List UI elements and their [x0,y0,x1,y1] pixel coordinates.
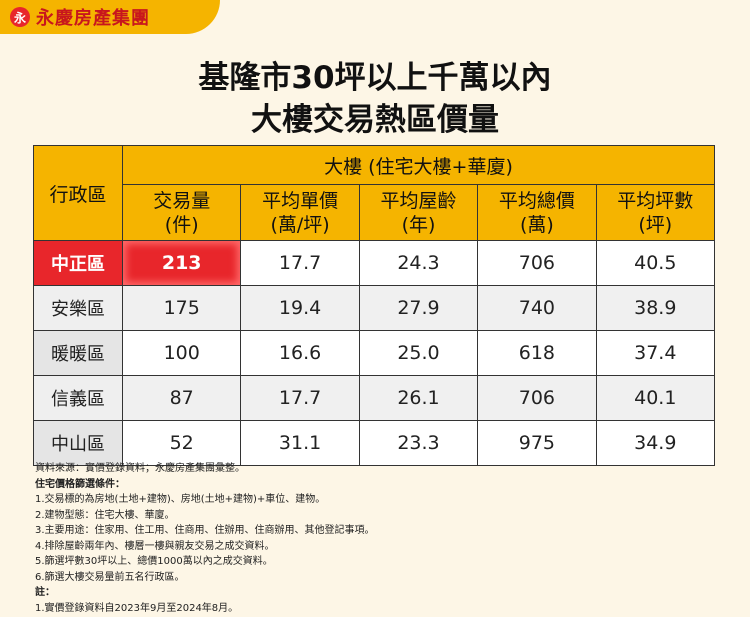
criteria-item: 3.主要用途：住家用、住工用、住商用、住辦用、住商辦用、其他登記事項。 [35,525,375,536]
brand-logo-icon: 永 [10,7,30,27]
criteria-item: 2.建物型態：住宅大樓、華廈。 [35,509,175,521]
footnotes: 資料來源：實價登錄資料；永慶房產集團彙整。 住宅價格篩選條件： 1.交易標的為房… [35,461,375,616]
criteria-title: 住宅價格篩選條件： [35,478,125,490]
district-name: 中正區 [33,240,123,286]
table-cell: 213 [121,240,242,286]
page-title-line1: 基隆市30坪以上千萬以內 [198,60,552,96]
district-name: 信義區 [33,375,123,421]
price-volume-table: 行政區 大樓 (住宅大樓+華廈) 交易量 (件) 平均單價 (萬/坪) 平均屋齡 (年… [33,145,716,466]
remark-title: 註： [35,587,55,598]
table-cell: 26.1 [358,375,479,421]
table-cell: 16.6 [240,330,360,376]
criteria-item: 4.排除屋齡兩年內、樓層一樓與親友交易之成交資料。 [35,540,275,552]
district-name: 安樂區 [33,285,123,331]
table-cell: 31.1 [240,420,360,466]
table-cell: 37.4 [595,330,716,376]
table-cell: 40.1 [595,375,716,421]
column-header-area: 平均坪數 (坪) [595,184,716,241]
column-header-volume: 交易量 (件) [121,184,242,241]
table-row: 暖暖區 100 16.6 25.0 618 37.4 [33,330,716,376]
table-cell: 38.9 [595,285,716,331]
table-row: 安樂區 175 19.4 27.9 740 38.9 [33,285,716,331]
brand-logo: 永 永慶房產集團 [0,0,220,34]
table-cell: 618 [477,330,597,376]
table-cell: 975 [477,420,597,466]
remark-item: 1.實價登錄資料自2023年9月至2024年8月。 [35,602,239,614]
table-cell: 17.7 [240,240,360,286]
criteria-item: 6.篩選大樓交易量前五名行政區。 [35,571,185,583]
building-group-header: 大樓 (住宅大樓+華廈) [122,145,715,185]
table-cell: 706 [477,240,597,286]
table-cell: 27.9 [358,285,479,331]
table-cell: 175 [121,285,242,331]
criteria-item: 1.交易標的為房地(土地+建物)、房地(土地+建物)+車位、建物。 [35,494,326,505]
district-name: 暖暖區 [33,330,123,376]
table-cell: 25.0 [358,330,479,376]
table-cell: 740 [477,285,597,331]
table-row: 中山區 52 31.1 23.3 975 34.9 [33,420,716,466]
district-name: 中山區 [33,420,123,466]
source-note: 資料來源：實價登錄資料；永慶房產集團彙整。 [35,463,245,474]
criteria-item: 5.篩選坪數30坪以上、總價1000萬以內之成交資料。 [35,556,273,567]
table-cell: 17.7 [240,375,360,421]
table-row: 信義區 87 17.7 26.1 706 40.1 [33,375,716,421]
district-header: 行政區 [33,145,123,241]
table-cell: 34.9 [595,420,716,466]
table-cell: 24.3 [358,240,479,286]
page-title-line2: 大樓交易熱區價量 [251,102,499,138]
column-header-age: 平均屋齡 (年) [358,184,479,241]
table-cell: 87 [121,375,242,421]
table-row: 中正區 213 17.7 24.3 706 40.5 [33,240,716,286]
table-cell: 19.4 [240,285,360,331]
column-header-total-price: 平均總價 (萬) [477,184,597,241]
table-cell: 23.3 [358,420,479,466]
table-cell: 52 [121,420,242,466]
column-header-unit-price: 平均單價 (萬/坪) [240,184,360,241]
brand-name: 永慶房產集團 [36,8,150,29]
table-cell: 100 [121,330,242,376]
table-cell: 706 [477,375,597,421]
table-cell: 40.5 [595,240,716,286]
